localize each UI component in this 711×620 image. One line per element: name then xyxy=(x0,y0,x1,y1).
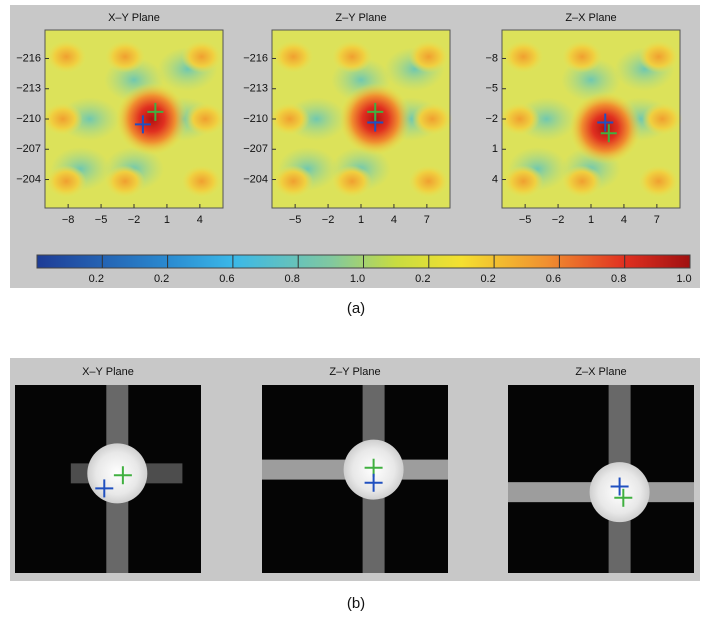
panel-label: (a) xyxy=(347,300,365,317)
colorbar-label: 1.0 xyxy=(676,273,691,285)
heatmap-warm xyxy=(181,165,222,198)
x-tick-label: 1 xyxy=(358,214,364,226)
heatmap-warm xyxy=(181,40,222,73)
heatmap-warm xyxy=(332,165,373,198)
plot-title: X–Y Plane xyxy=(108,12,160,24)
x-tick-label: −5 xyxy=(519,214,532,226)
x-tick-label: −2 xyxy=(128,214,141,226)
y-tick-label: −204 xyxy=(16,173,41,185)
y-tick-label: −216 xyxy=(243,52,268,64)
plot-title: X–Y Plane xyxy=(82,366,134,378)
heatmap-warm xyxy=(42,103,83,135)
y-tick-label: 1 xyxy=(492,143,498,155)
y-tick-label: 4 xyxy=(492,173,498,185)
heatmap-warm xyxy=(46,40,87,73)
heatmap-warm xyxy=(408,165,449,198)
y-tick-label: −2 xyxy=(485,113,498,125)
y-tick-label: −207 xyxy=(16,143,41,155)
y-tick-label: −210 xyxy=(243,113,268,125)
heatmap-warm xyxy=(562,165,603,198)
colorbar-label: 0.8 xyxy=(285,273,300,285)
heatmap-warm xyxy=(642,103,683,135)
colorbar-label: 0.2 xyxy=(415,273,430,285)
colorbar-label: 0.8 xyxy=(611,273,626,285)
heatmap-warm xyxy=(562,40,603,73)
heatmap-peak xyxy=(115,83,188,155)
x-tick-label: −2 xyxy=(552,214,565,226)
colorbar-label: 0.2 xyxy=(89,273,104,285)
x-tick-label: 1 xyxy=(588,214,594,226)
colorbar-label: 1.0 xyxy=(350,273,365,285)
colorbar-label: 0.6 xyxy=(546,273,561,285)
y-tick-label: −213 xyxy=(16,83,41,95)
x-tick-label: −8 xyxy=(62,214,75,226)
x-tick-label: 4 xyxy=(197,214,203,226)
y-tick-label: −204 xyxy=(243,173,268,185)
x-tick-label: 4 xyxy=(391,214,397,226)
plot-title: Z–Y Plane xyxy=(335,12,386,24)
heatmap-warm xyxy=(499,103,540,135)
heatmap-warm xyxy=(638,165,679,198)
heatmap-warm xyxy=(273,40,314,73)
y-tick-label: −210 xyxy=(16,113,41,125)
y-tick-label: −213 xyxy=(243,83,268,95)
colorbar-label: 0.6 xyxy=(219,273,234,285)
y-tick-label: −207 xyxy=(243,143,268,155)
heatmap-warm xyxy=(105,40,146,73)
colorbar-label: 0.2 xyxy=(480,273,495,285)
x-tick-label: −5 xyxy=(289,214,302,226)
x-tick-label: 7 xyxy=(424,214,430,226)
heatmap-warm xyxy=(185,103,226,135)
plot-title: Z–X Plane xyxy=(565,12,616,24)
x-tick-label: 1 xyxy=(164,214,170,226)
heatmap-warm xyxy=(503,165,544,198)
y-tick-label: −216 xyxy=(16,52,41,64)
x-tick-label: −5 xyxy=(95,214,108,226)
image-spot xyxy=(87,443,148,504)
heatmap-warm xyxy=(412,103,453,135)
x-tick-label: 4 xyxy=(621,214,627,226)
panel-label: (b) xyxy=(347,595,365,612)
heatmap-warm xyxy=(638,40,679,73)
heatmap-warm xyxy=(503,40,544,73)
heatmap-warm xyxy=(332,40,373,73)
heatmap-warm xyxy=(46,165,87,198)
heatmap-warm xyxy=(105,165,146,198)
heatmap-warm xyxy=(408,40,449,73)
y-tick-label: −5 xyxy=(485,83,498,95)
colorbar-label: 0.2 xyxy=(154,273,169,285)
y-tick-label: −8 xyxy=(485,52,498,64)
plot-title: Z–X Plane xyxy=(575,366,626,378)
heatmap-warm xyxy=(269,103,310,135)
plot-title: Z–Y Plane xyxy=(329,366,380,378)
x-tick-label: −2 xyxy=(322,214,335,226)
x-tick-label: 7 xyxy=(654,214,660,226)
heatmap-warm xyxy=(273,165,314,198)
